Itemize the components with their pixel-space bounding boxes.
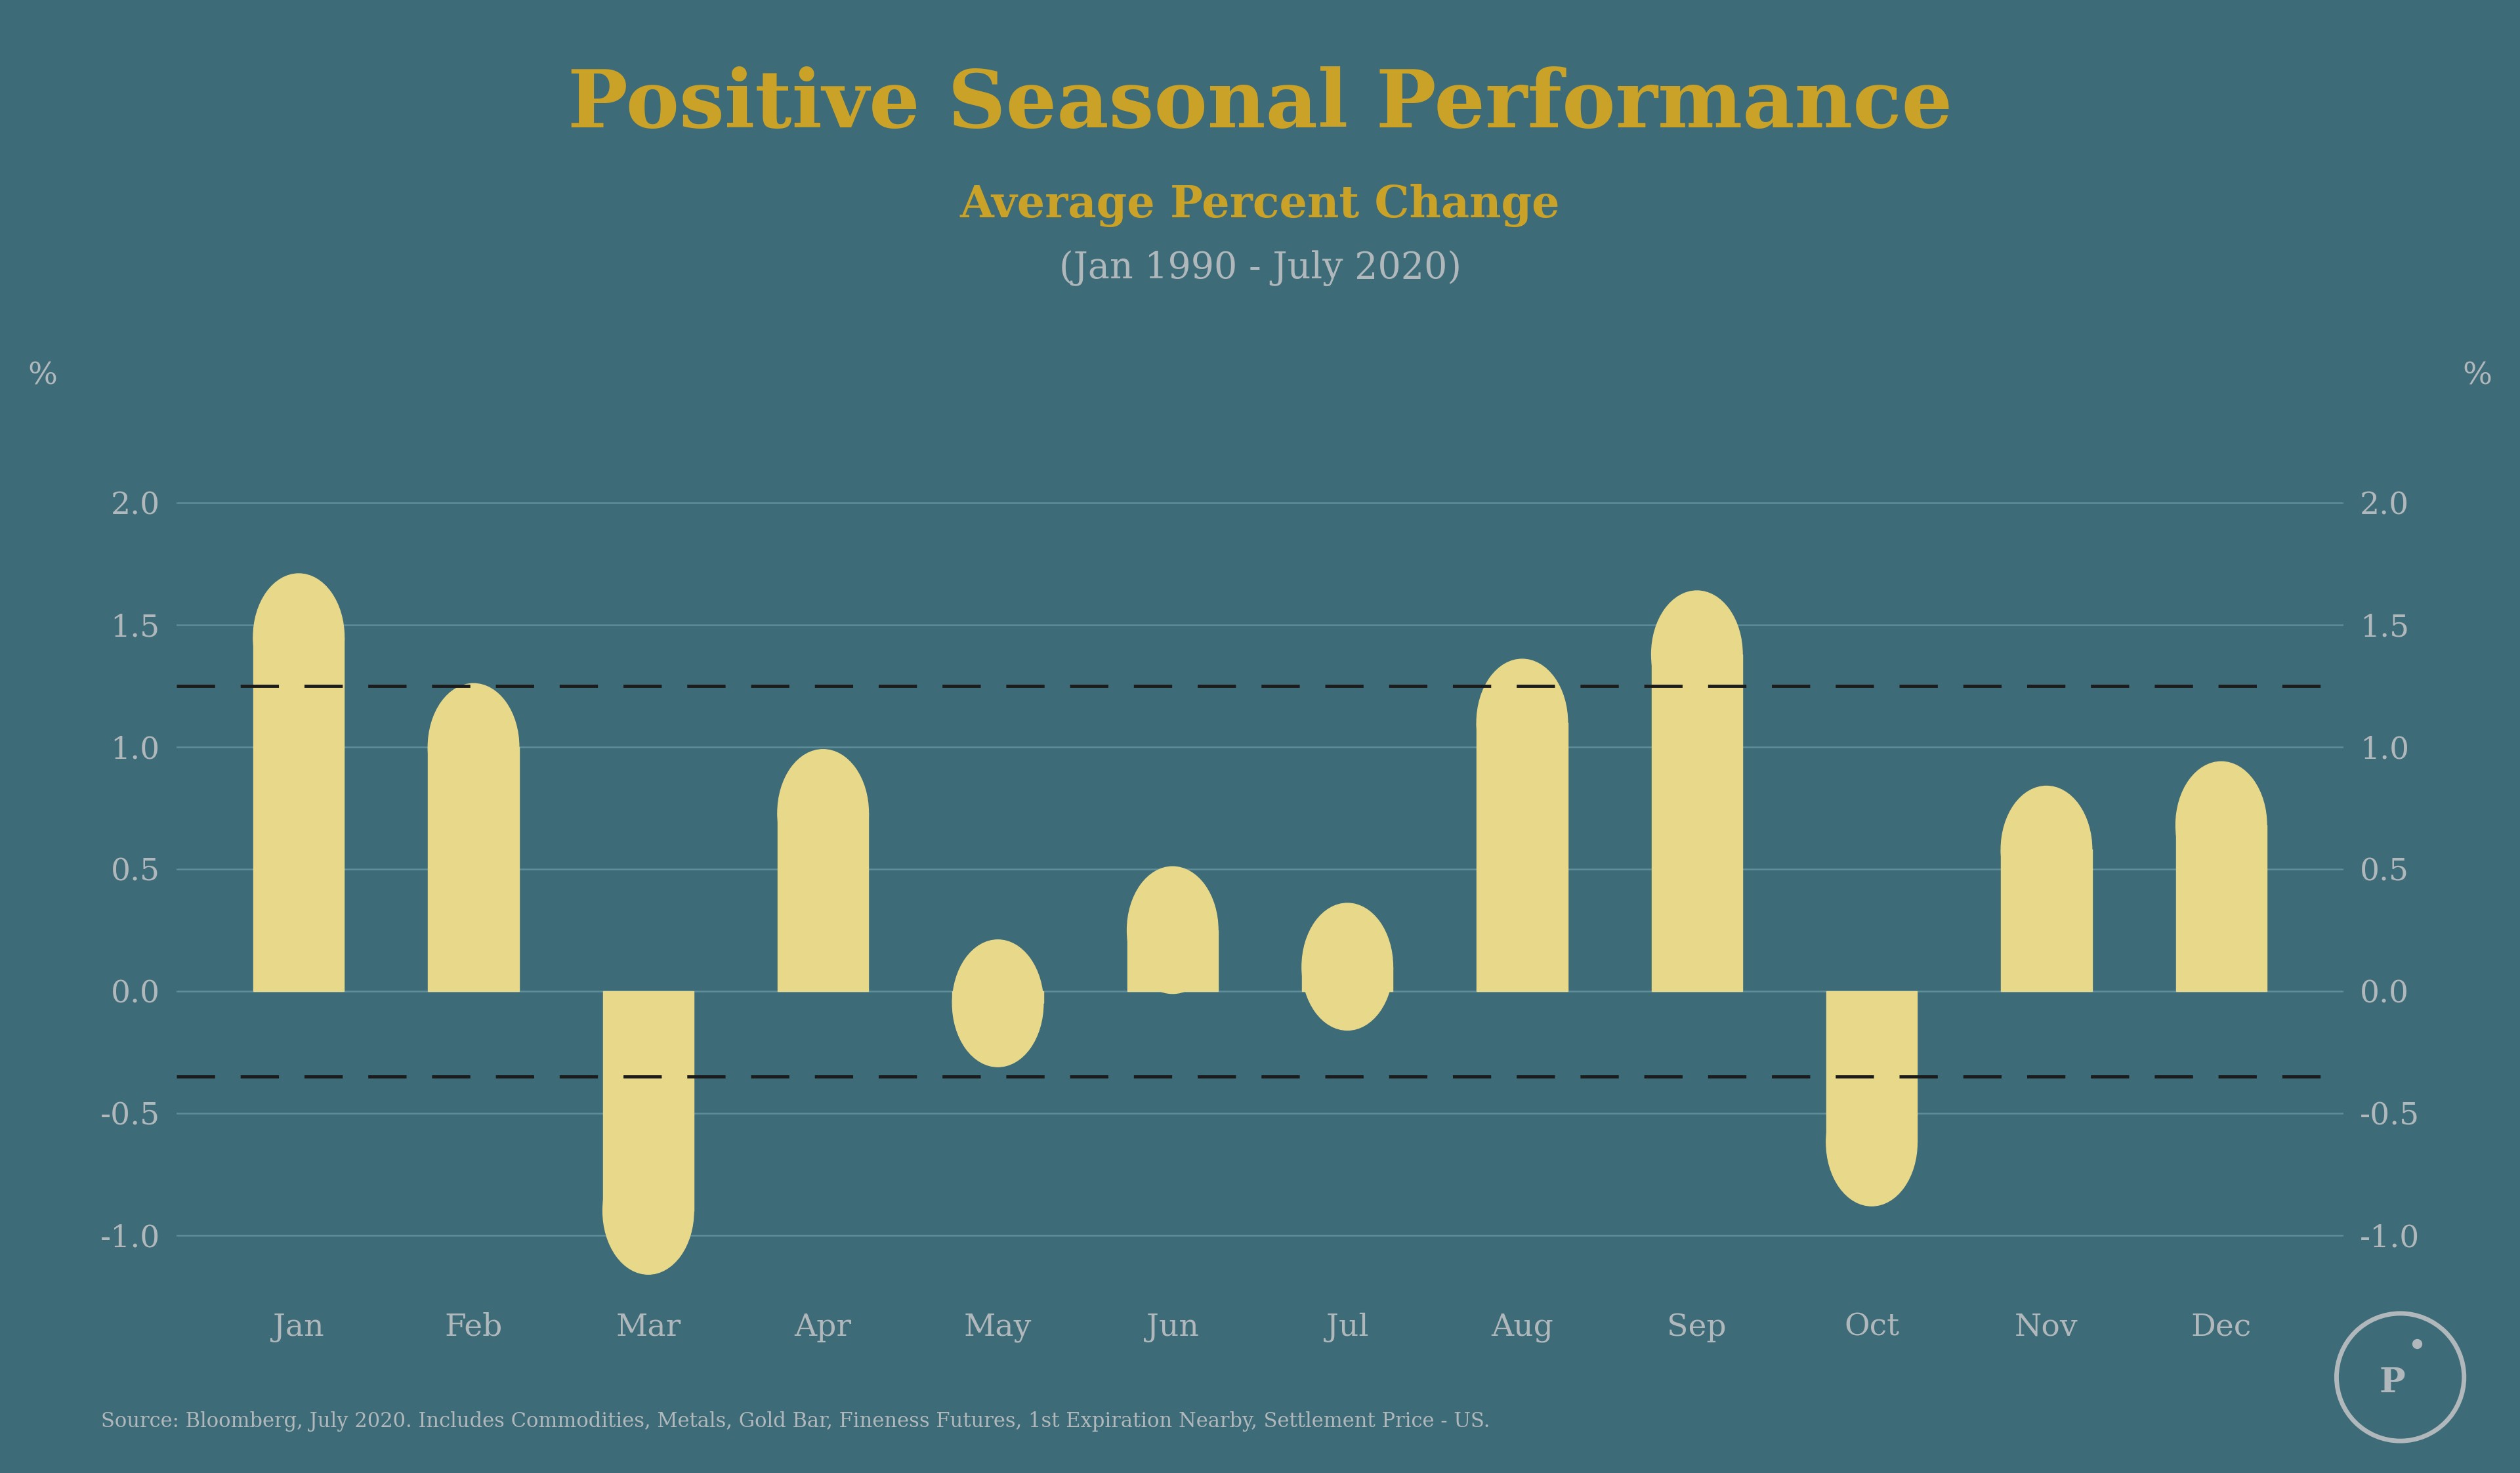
Text: (Jan 1990 - July 2020): (Jan 1990 - July 2020) xyxy=(1058,250,1462,286)
Bar xyxy=(1477,723,1567,991)
Bar xyxy=(953,991,1043,1003)
Ellipse shape xyxy=(953,940,1043,1066)
Ellipse shape xyxy=(779,750,869,876)
Ellipse shape xyxy=(1827,1080,1918,1206)
Ellipse shape xyxy=(1303,903,1394,1030)
Text: Source: Bloomberg, July 2020. Includes Commodities, Metals, Gold Bar, Fineness F: Source: Bloomberg, July 2020. Includes C… xyxy=(101,1411,1489,1432)
Bar xyxy=(602,991,693,1211)
Ellipse shape xyxy=(1477,658,1567,787)
Bar xyxy=(779,813,869,991)
Bar xyxy=(1827,991,1918,1143)
Ellipse shape xyxy=(1126,866,1217,994)
Bar xyxy=(428,747,519,991)
Text: Positive Seasonal Performance: Positive Seasonal Performance xyxy=(567,66,1953,144)
Bar xyxy=(1303,966,1394,991)
Text: %: % xyxy=(28,361,58,390)
Ellipse shape xyxy=(255,573,345,701)
Ellipse shape xyxy=(602,1147,693,1274)
Ellipse shape xyxy=(428,683,519,810)
Ellipse shape xyxy=(1651,591,1741,717)
Bar xyxy=(1651,654,1741,991)
Bar xyxy=(2175,825,2265,991)
Text: P: P xyxy=(2379,1365,2404,1399)
Text: %: % xyxy=(2462,361,2492,390)
Bar xyxy=(255,638,345,991)
Bar xyxy=(2001,850,2092,991)
Bar xyxy=(1126,929,1217,991)
Ellipse shape xyxy=(2001,787,2092,913)
Ellipse shape xyxy=(2175,762,2265,888)
Text: Average Percent Change: Average Percent Change xyxy=(960,184,1560,227)
